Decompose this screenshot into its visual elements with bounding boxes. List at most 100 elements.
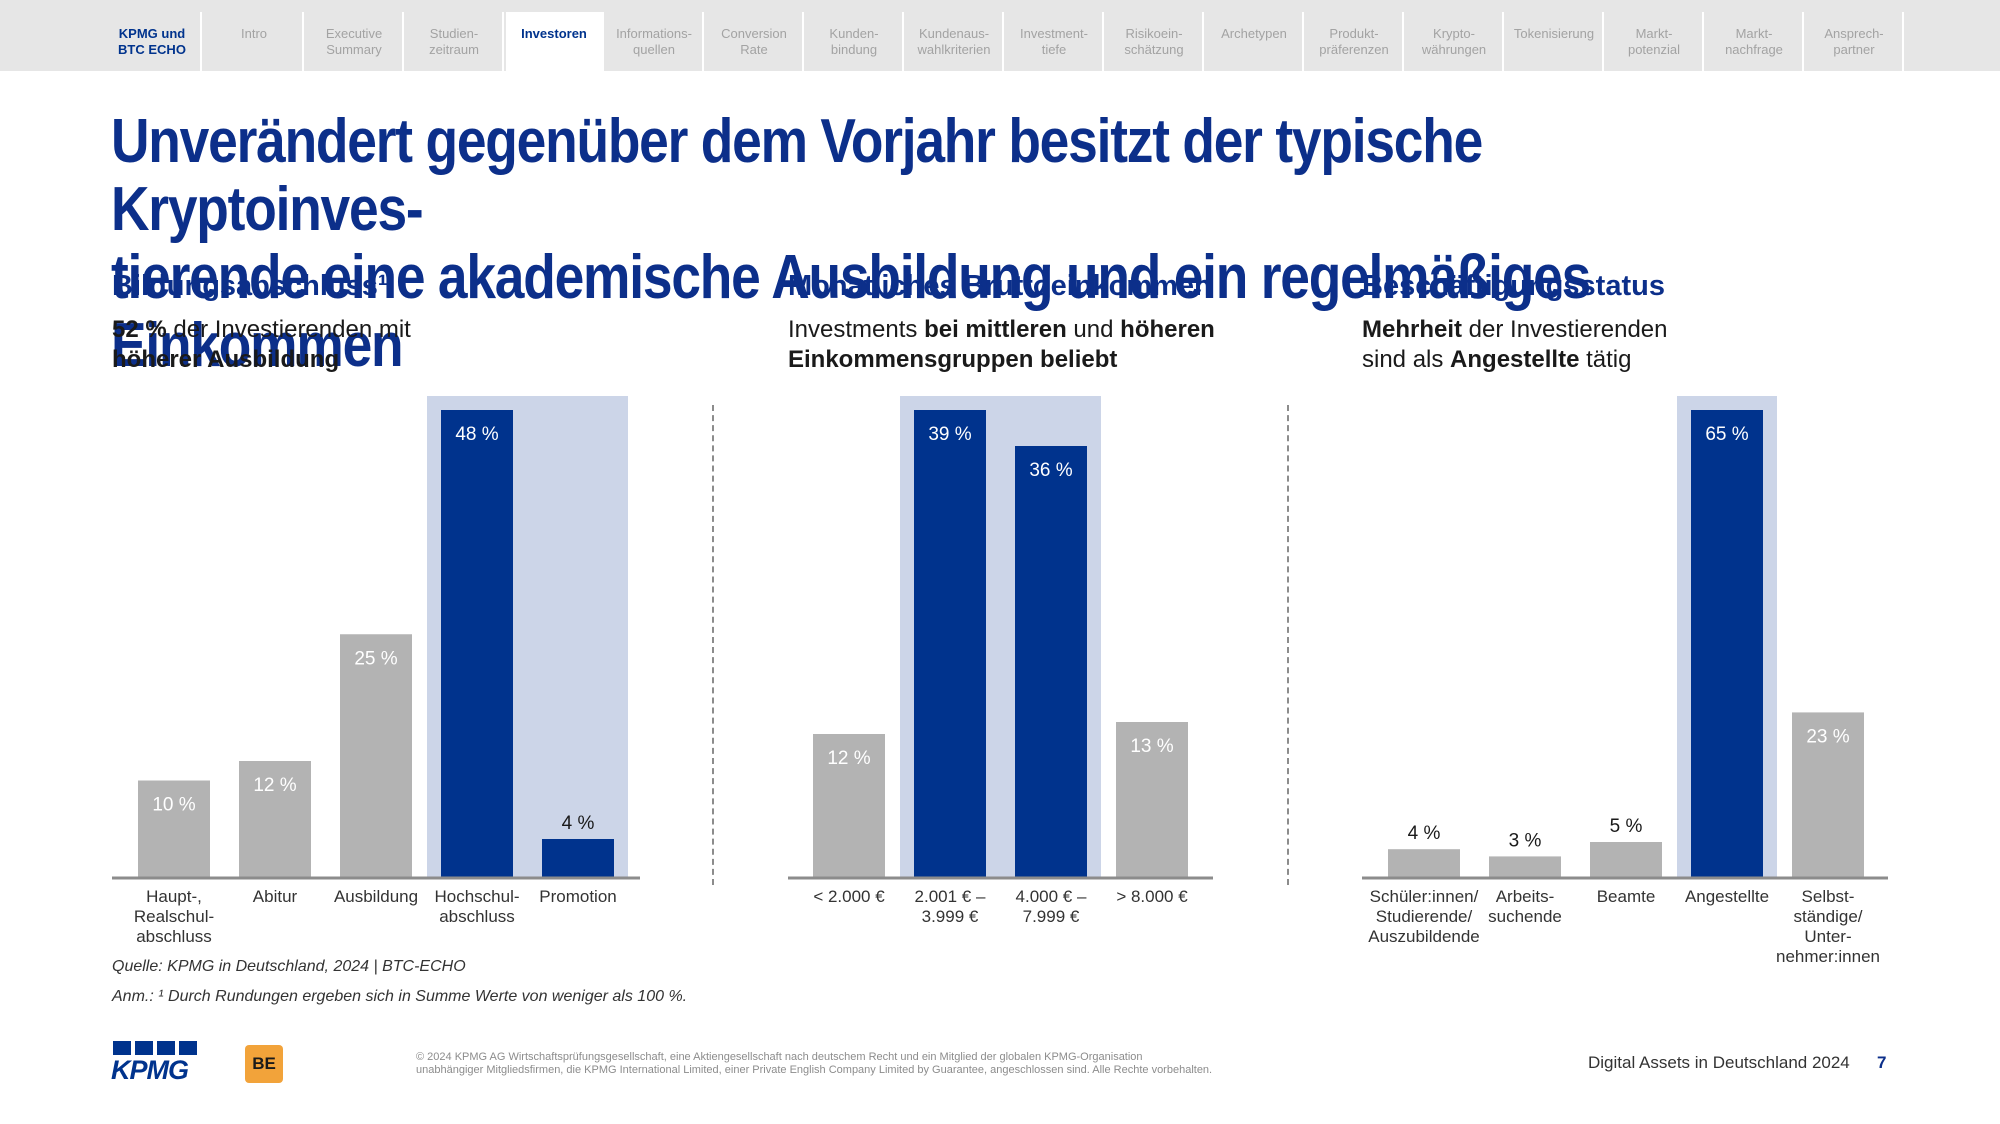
sub-text: sind als <box>1362 346 1451 373</box>
copyright-line: © 2024 KPMG AG Wirtschaftsprüfungsgesell… <box>416 1051 1143 1063</box>
bar <box>1792 712 1864 878</box>
nav-tab-0[interactable]: Intro <box>206 12 304 71</box>
sub-highlight: höherer Ausbildung <box>112 346 340 373</box>
data-label: 12 % <box>253 775 296 796</box>
data-label: 4 % <box>1408 823 1441 844</box>
category-label: Selbst- <box>1802 887 1855 906</box>
category-label: Ausbildung <box>334 887 418 906</box>
category-label: Angestellte <box>1685 887 1769 906</box>
nav-tab-3[interactable]: Investoren <box>506 12 604 71</box>
sub-highlight: Einkommensgruppen beliebt <box>788 346 1118 373</box>
data-label: 25 % <box>354 648 397 669</box>
sub-highlight: Angestellte <box>1450 346 1580 373</box>
bar <box>1116 722 1188 878</box>
kpmg-logo: KPMG <box>111 1041 197 1081</box>
logo-box <box>157 1041 175 1055</box>
category-label: Unter- <box>1804 927 1851 946</box>
bar <box>138 780 210 878</box>
bar <box>1015 446 1087 878</box>
data-label: 39 % <box>928 424 971 445</box>
category-label: Schüler:innen/ <box>1370 887 1479 906</box>
nav-tab-11[interactable]: Produkt- präferenzen <box>1306 12 1404 71</box>
category-label: < 2.000 € <box>813 887 885 906</box>
nav-tab-7[interactable]: Kundenaus- wahlkriterien <box>906 12 1004 71</box>
footnote: Anm.: ¹ Durch Rundungen ergeben sich in … <box>112 988 688 1005</box>
logo-box <box>179 1041 197 1055</box>
nav-tab-10[interactable]: Archetypen <box>1206 12 1304 71</box>
sub-text: tätig <box>1579 346 1632 373</box>
bar <box>1489 856 1561 878</box>
logo-wordmark: KPMG <box>111 1055 189 1081</box>
nav-tab-14[interactable]: Markt- potenzial <box>1606 12 1704 71</box>
bar <box>813 734 885 878</box>
panel-subtitle-income: Investments bei mittleren und höheren Ei… <box>788 315 1215 375</box>
panel-title-employment: Beschäftigungsstatus <box>1362 270 1665 302</box>
source-note: Quelle: KPMG in Deutschland, 2024 | BTC-… <box>112 958 466 975</box>
top-navigation: KPMG und BTC ECHO Intro Executive Summary… <box>0 0 2000 71</box>
nav-tab-5[interactable]: Conversion Rate <box>706 12 804 71</box>
category-label: Promotion <box>539 887 616 906</box>
nav-tab-16[interactable]: Ansprech- partner <box>1806 12 1904 71</box>
nav-tab-6[interactable]: Kunden- bindung <box>806 12 904 71</box>
nav-tab-8[interactable]: Investment- tiefe <box>1006 12 1104 71</box>
sub-text: Investments <box>788 316 925 343</box>
category-label: ständige/ <box>1794 907 1863 926</box>
bar <box>1590 842 1662 878</box>
category-label: 2.001 € – <box>915 887 986 906</box>
panel-title-education: Bildungsabschluss¹ <box>112 270 388 302</box>
category-label: abschluss <box>136 927 212 946</box>
page-number: 7 <box>1877 1053 1887 1072</box>
panel-divider <box>1287 405 1289 885</box>
category-label: 3.999 € <box>922 907 979 926</box>
sub-text: und <box>1066 316 1121 343</box>
data-label: 13 % <box>1130 736 1173 757</box>
bar <box>239 761 311 878</box>
data-label: 48 % <box>455 424 498 445</box>
nav-home[interactable]: KPMG und BTC ECHO <box>104 12 202 71</box>
category-label: 7.999 € <box>1023 907 1080 926</box>
bar <box>542 839 614 878</box>
logo-box <box>113 1041 131 1055</box>
btc-echo-logo: BE <box>245 1045 283 1083</box>
category-label: > 8.000 € <box>1116 887 1188 906</box>
panel-subtitle-education: 52 % der Investierenden mit höherer Ausb… <box>112 315 411 375</box>
nav-tab-15[interactable]: Markt- nachfrage <box>1706 12 1804 71</box>
data-label: 65 % <box>1705 424 1748 445</box>
copyright-line: unabhängiger Mitgliedsfirmen, die KPMG I… <box>416 1064 1213 1076</box>
bar <box>1388 849 1460 878</box>
bar <box>340 634 412 878</box>
category-label: Hochschul- <box>434 887 519 906</box>
category-label: abschluss <box>439 907 515 926</box>
nav-tab-2[interactable]: Studien- zeitraum <box>406 12 504 71</box>
panel-divider <box>712 405 714 885</box>
data-label: 12 % <box>827 748 870 769</box>
copyright: © 2024 KPMG AG Wirtschaftsprüfungsgesell… <box>416 1051 1316 1077</box>
nav-tab-9[interactable]: Risikoein- schätzung <box>1106 12 1204 71</box>
nav-tab-13[interactable]: Tokenisierung <box>1506 12 1604 71</box>
nav-tab-1[interactable]: Executive Summary <box>306 12 404 71</box>
category-label: suchende <box>1488 907 1562 926</box>
data-label: 10 % <box>152 795 195 816</box>
category-label: Auszubildende <box>1368 927 1480 946</box>
nav-tab-12[interactable]: Krypto- währungen <box>1406 12 1504 71</box>
data-label: 4 % <box>562 813 595 834</box>
category-label: Realschul- <box>134 907 214 926</box>
nav-tab-4[interactable]: Informations- quellen <box>606 12 704 71</box>
sub-text: der Investierenden mit <box>166 316 411 343</box>
page-title: Unverändert gegenüber dem Vorjahr besitz… <box>111 107 1591 380</box>
category-label: Abitur <box>253 887 298 906</box>
bar <box>914 410 986 878</box>
panel-title-income: Monatliches Bruttoeinkommen <box>788 270 1212 302</box>
data-label: 36 % <box>1029 460 1072 481</box>
category-label: 4.000 € – <box>1016 887 1087 906</box>
sub-highlight: bei mittleren <box>924 316 1067 343</box>
category-label: nehmer:innen <box>1776 947 1880 966</box>
footer-title: Digital Assets in Deutschland 2024 <box>1588 1053 1850 1072</box>
bar <box>441 410 513 878</box>
data-label: 3 % <box>1509 830 1542 851</box>
category-label: Arbeits- <box>1496 887 1555 906</box>
logo-box <box>135 1041 153 1055</box>
sub-text: der Investierenden <box>1462 316 1668 343</box>
sub-highlight: Mehrheit <box>1362 316 1463 343</box>
data-label: 23 % <box>1806 726 1849 747</box>
